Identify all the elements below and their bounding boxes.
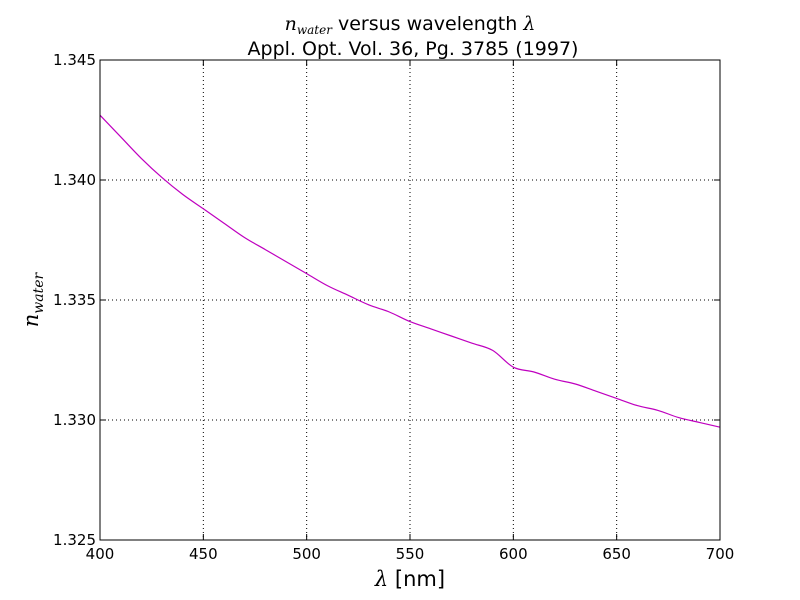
chart-title-line1: nwater versus wavelength λ bbox=[285, 13, 536, 37]
series-line-n-water bbox=[99, 114, 721, 428]
x-tick-label-500: 500 bbox=[292, 545, 321, 563]
y-tick-label-1.330: 1.330 bbox=[53, 411, 96, 429]
x-tick-label-600: 600 bbox=[499, 545, 528, 563]
y-axis-label: nwater bbox=[19, 271, 47, 327]
y-tick-labels: 1.325 1.330 1.335 1.340 1.345 bbox=[53, 51, 96, 549]
grid-lines bbox=[100, 60, 720, 540]
y-tick-label-1.345: 1.345 bbox=[53, 51, 96, 69]
x-tick-labels: 400 450 500 550 600 650 700 bbox=[86, 545, 735, 563]
series-layer bbox=[99, 114, 721, 428]
y-tick-label-1.325: 1.325 bbox=[53, 531, 96, 549]
title-lambda-symbol: λ bbox=[522, 13, 535, 35]
y-tick-label-1.335: 1.335 bbox=[53, 291, 96, 309]
x-axis-label: λ [nm] bbox=[374, 567, 445, 591]
x-tick-label-650: 650 bbox=[602, 545, 631, 563]
chart-title-line2: Appl. Opt. Vol. 36, Pg. 3785 (1997) bbox=[248, 38, 579, 60]
title-n-symbol: n bbox=[285, 13, 297, 35]
x-tick-label-700: 700 bbox=[706, 545, 735, 563]
y-axis-subscript-water: water bbox=[31, 271, 47, 313]
x-tick-label-400: 400 bbox=[86, 545, 115, 563]
y-tick-label-1.340: 1.340 bbox=[53, 171, 96, 189]
x-tick-label-450: 450 bbox=[189, 545, 218, 563]
y-axis-n-symbol: n bbox=[19, 314, 43, 328]
title-subscript-water: water bbox=[297, 23, 333, 37]
title-versus-wavelength: versus wavelength bbox=[332, 13, 523, 35]
x-axis-lambda-symbol: λ bbox=[374, 567, 388, 591]
x-tick-label-550: 550 bbox=[396, 545, 425, 563]
axis-ticks bbox=[99, 59, 721, 541]
x-axis-unit: [nm] bbox=[388, 567, 445, 591]
